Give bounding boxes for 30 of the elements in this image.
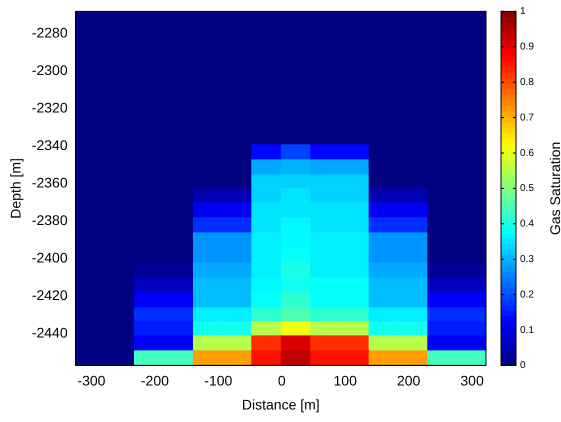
y-tick-label: -2400: [32, 249, 68, 266]
x-tick-label: -100: [204, 372, 233, 389]
color-bar-label: 0.3: [520, 254, 534, 265]
x-tick-label: 200: [396, 372, 421, 389]
color-bar-label: 0.1: [520, 324, 534, 336]
y-tick-label: -2300: [32, 62, 68, 78]
color-bar-label: 0.2: [520, 289, 534, 300]
x-tick-label: 300: [460, 372, 484, 389]
x-tick-label: -300: [77, 372, 106, 389]
color-bar-label: 0.7: [520, 112, 534, 124]
y-tick-label: -2340: [32, 137, 68, 154]
y-tick-label: -2320: [32, 100, 68, 116]
x-tick-label: -200: [140, 372, 170, 389]
color-bar-label: 0.5: [520, 183, 534, 194]
x-axis-title: Distance [m]: [242, 396, 320, 412]
color-bar-label: 0.8: [520, 76, 534, 88]
x-tick-label: 100: [334, 372, 358, 389]
y-tick-label: -2280: [32, 24, 68, 41]
color-bar-label: 0.6: [520, 148, 534, 159]
color-bar-label: 0.9: [520, 42, 534, 53]
y-tick-label: -2420: [32, 286, 68, 303]
y-tick-label: -2360: [32, 174, 68, 191]
x-tick-label: 0: [278, 372, 286, 389]
y-tick-label: -2440: [32, 324, 68, 340]
y-tick-label: -2380: [32, 212, 68, 228]
y-axis-title: Depth [m]: [7, 158, 24, 219]
color-bar-title: Gas Saturation: [546, 142, 561, 236]
color-bar-label: 0: [520, 360, 526, 372]
color-bar-label: 0.4: [520, 218, 534, 230]
color-bar-label: 1: [520, 6, 526, 18]
